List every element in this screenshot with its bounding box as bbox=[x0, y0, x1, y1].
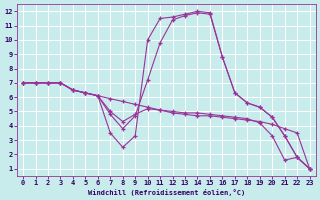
X-axis label: Windchill (Refroidissement éolien,°C): Windchill (Refroidissement éolien,°C) bbox=[88, 189, 245, 196]
